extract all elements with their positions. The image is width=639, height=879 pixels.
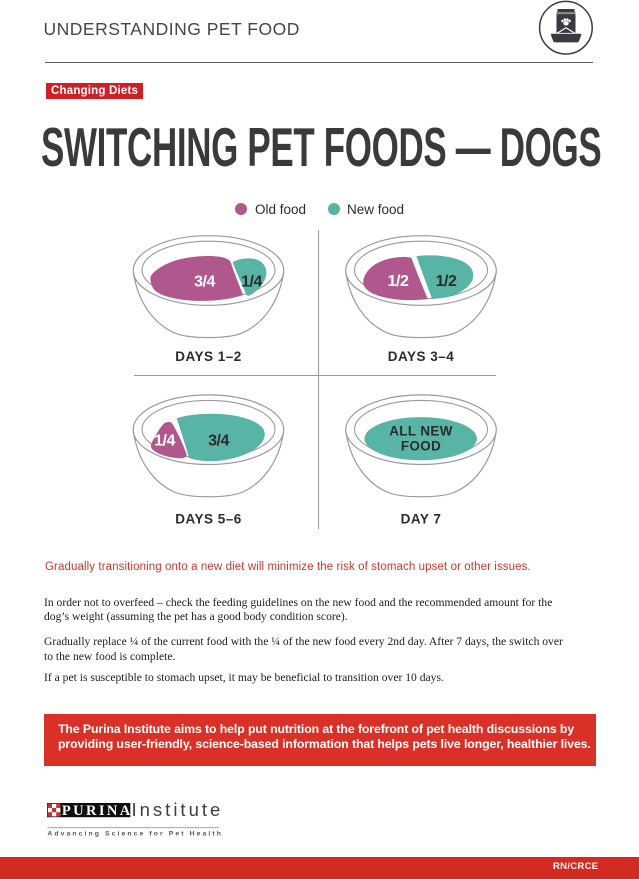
svg-text:ALL NEW: ALL NEW xyxy=(389,424,453,439)
svg-text:Advancing Science for Pet Heal: Advancing Science for Pet Health xyxy=(47,831,223,838)
svg-text:1/4: 1/4 xyxy=(154,433,175,450)
svg-text:DAYS 5–6: DAYS 5–6 xyxy=(175,512,242,527)
svg-text:DAYS 1–2: DAYS 1–2 xyxy=(175,349,242,364)
svg-text:Institute: Institute xyxy=(132,802,224,820)
svg-text:DAYS 3–4: DAYS 3–4 xyxy=(388,349,455,364)
svg-text:FOOD: FOOD xyxy=(401,439,441,454)
svg-text:3/4: 3/4 xyxy=(208,433,229,450)
svg-text:1/4: 1/4 xyxy=(241,274,262,291)
svg-text:3/4: 3/4 xyxy=(194,274,215,291)
svg-text:1/2: 1/2 xyxy=(388,273,409,290)
svg-text:1/2: 1/2 xyxy=(436,273,457,290)
svg-text:DAY 7: DAY 7 xyxy=(401,512,442,527)
svg-text:PURINA: PURINA xyxy=(62,803,133,819)
